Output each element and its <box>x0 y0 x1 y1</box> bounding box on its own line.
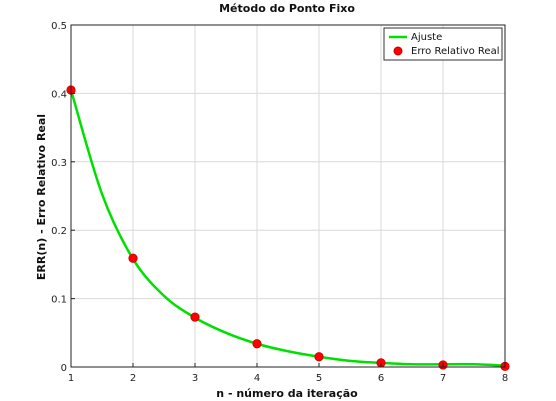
x-tick-label: 4 <box>254 373 260 384</box>
data-point-erro <box>314 352 324 362</box>
legend-erro-label: Erro Relativo Real <box>411 46 499 57</box>
data-point-erro <box>190 312 200 322</box>
y-tick-label: 0.5 <box>51 21 67 32</box>
x-axis-title: n - número da iteração <box>216 387 358 400</box>
y-tick-label: 0.2 <box>51 226 67 237</box>
plot-frame <box>70 24 506 368</box>
legend-box <box>383 27 503 61</box>
legend-erro-swatch <box>393 46 403 56</box>
legend: Ajuste Erro Relativo Real <box>383 27 503 61</box>
y-tick-label: 0.1 <box>51 295 67 306</box>
x-tick-label: 2 <box>130 373 136 384</box>
x-tick-label: 8 <box>502 373 508 384</box>
y-tick-label: 0 <box>61 363 67 374</box>
chart-title: Método do Ponto Fixo <box>219 2 355 15</box>
x-tick-label: 5 <box>316 373 322 384</box>
data-point-erro <box>252 339 262 349</box>
y-axis-title: ERR(n) - Erro Relativo Real <box>35 114 48 280</box>
x-tick-label: 6 <box>378 373 384 384</box>
legend-ajuste-label: Ajuste <box>411 32 442 43</box>
data-point-erro <box>128 253 138 263</box>
x-tick-label: 3 <box>192 373 198 384</box>
y-tick-label: 0.3 <box>51 158 67 169</box>
x-tick-label: 7 <box>440 373 446 384</box>
axis-ticks: 1 2 3 4 5 6 7 8 0 0.1 0.2 0.3 0.4 0.5 <box>51 21 508 384</box>
x-tick-label: 1 <box>68 373 74 384</box>
y-tick-label: 0.4 <box>51 89 67 100</box>
